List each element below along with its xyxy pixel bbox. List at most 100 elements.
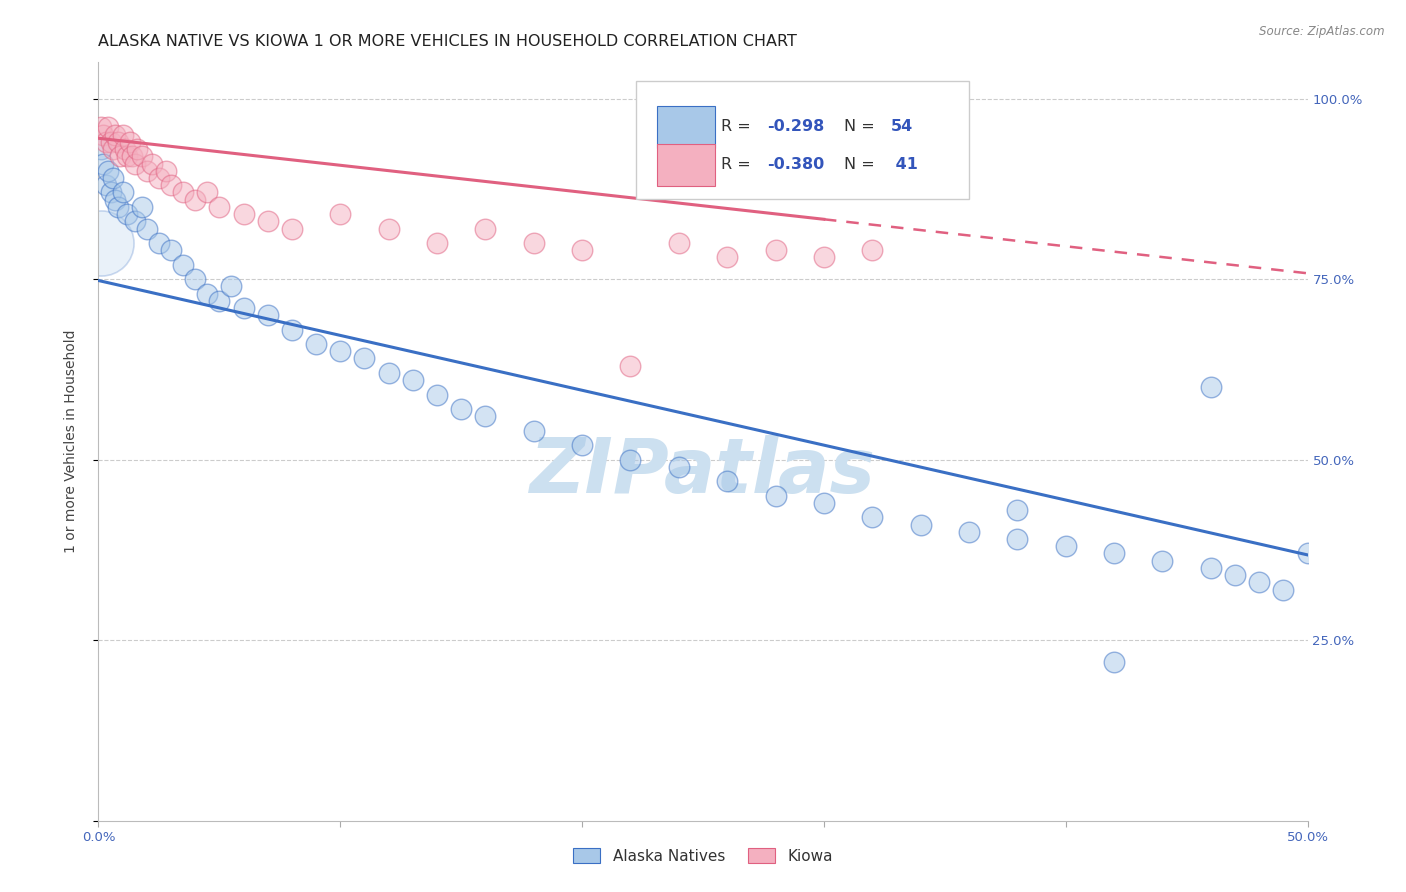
Point: [155, 163, 177, 178]
Point: [619, 452, 641, 467]
Legend: Alaska Natives, Kiowa: Alaska Natives, Kiowa: [567, 842, 839, 870]
Point: [910, 517, 932, 532]
Point: [716, 475, 738, 489]
Point: [195, 186, 218, 200]
Point: [184, 272, 207, 286]
FancyBboxPatch shape: [657, 106, 716, 148]
Point: [668, 459, 690, 474]
Point: [426, 235, 449, 250]
Point: [765, 489, 787, 503]
Point: [1223, 568, 1246, 582]
Y-axis label: 1 or more Vehicles in Household: 1 or more Vehicles in Household: [63, 330, 77, 553]
Point: [104, 128, 127, 142]
Point: [1296, 546, 1319, 560]
Point: [117, 149, 139, 163]
Point: [121, 149, 143, 163]
Point: [90, 235, 112, 250]
Point: [131, 149, 153, 163]
Point: [813, 251, 835, 265]
Point: [571, 243, 593, 257]
Point: [1102, 655, 1125, 669]
Point: [160, 243, 183, 257]
Point: [108, 149, 131, 163]
Point: [523, 424, 546, 438]
Point: [1152, 554, 1174, 568]
Point: [860, 243, 883, 257]
Point: [111, 186, 134, 200]
Point: [305, 337, 328, 351]
Point: [281, 221, 304, 235]
Point: [94, 135, 117, 149]
Text: -0.380: -0.380: [768, 157, 824, 172]
Point: [172, 258, 194, 272]
Point: [208, 200, 231, 214]
Point: [101, 171, 124, 186]
Point: [101, 142, 124, 156]
Text: R =: R =: [721, 157, 756, 172]
Point: [135, 221, 157, 235]
Text: 41: 41: [890, 157, 918, 172]
Text: ALASKA NATIVE VS KIOWA 1 OR MORE VEHICLES IN HOUSEHOLD CORRELATION CHART: ALASKA NATIVE VS KIOWA 1 OR MORE VEHICLE…: [98, 34, 797, 49]
Point: [232, 207, 254, 221]
Text: 54: 54: [890, 120, 912, 135]
Text: N =: N =: [845, 157, 880, 172]
Point: [107, 200, 129, 214]
Point: [474, 409, 496, 424]
Point: [813, 496, 835, 510]
Point: [114, 142, 136, 156]
Point: [426, 387, 449, 401]
Point: [1199, 561, 1222, 575]
Text: ZIPatlas: ZIPatlas: [530, 435, 876, 508]
Point: [91, 156, 114, 170]
Point: [97, 163, 120, 178]
FancyBboxPatch shape: [637, 81, 969, 199]
Point: [571, 438, 593, 452]
Text: N =: N =: [845, 120, 880, 135]
Point: [1007, 503, 1029, 517]
Point: [716, 251, 738, 265]
Point: [668, 235, 690, 250]
Point: [148, 171, 170, 186]
Point: [97, 120, 120, 135]
Point: [765, 243, 787, 257]
Point: [221, 279, 243, 293]
Point: [523, 235, 546, 250]
Point: [172, 186, 194, 200]
FancyBboxPatch shape: [657, 144, 716, 186]
Text: R =: R =: [721, 120, 756, 135]
Point: [1007, 532, 1029, 546]
Point: [90, 142, 112, 156]
Point: [450, 402, 472, 417]
Point: [1102, 546, 1125, 560]
Point: [100, 135, 122, 149]
Point: [353, 351, 375, 366]
Point: [184, 193, 207, 207]
Point: [1272, 582, 1295, 597]
Point: [127, 142, 149, 156]
Point: [135, 163, 157, 178]
Point: [232, 301, 254, 315]
Point: [107, 135, 129, 149]
Point: [474, 221, 496, 235]
Point: [124, 156, 146, 170]
Point: [1199, 380, 1222, 394]
Point: [1249, 575, 1271, 590]
Point: [160, 178, 183, 193]
Point: [141, 156, 163, 170]
Point: [91, 128, 114, 142]
Point: [94, 178, 117, 193]
Point: [117, 207, 139, 221]
Point: [111, 128, 134, 142]
Point: [619, 359, 641, 373]
Point: [256, 214, 278, 228]
Point: [131, 200, 153, 214]
Point: [256, 308, 278, 322]
Point: [377, 366, 399, 380]
Point: [329, 207, 352, 221]
Point: [148, 235, 170, 250]
Point: [124, 214, 146, 228]
Text: Source: ZipAtlas.com: Source: ZipAtlas.com: [1260, 25, 1385, 38]
Point: [118, 135, 141, 149]
Point: [1054, 539, 1077, 553]
Point: [377, 221, 399, 235]
